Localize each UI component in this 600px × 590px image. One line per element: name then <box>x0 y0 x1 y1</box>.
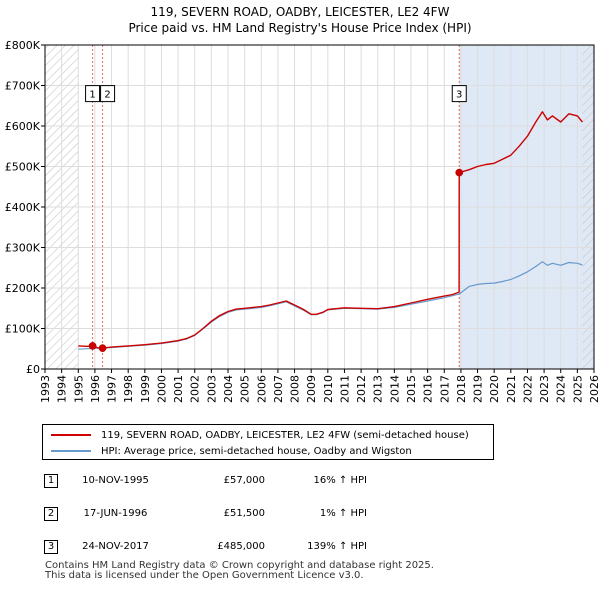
legend-label-hpi: HPI: Average price, semi-detached house,… <box>101 445 412 457</box>
chart-title: 119, SEVERN ROAD, OADBY, LEICESTER, LE2 … <box>0 4 600 36</box>
x-tick-label: 2026 <box>588 375 600 403</box>
sale-number-badge: 2 <box>44 507 58 521</box>
x-tick-label: 2014 <box>388 375 401 403</box>
sale-label-box <box>451 85 467 103</box>
x-tick-label: 2021 <box>505 375 518 403</box>
x-tick-label: 2003 <box>205 375 218 403</box>
chart-title-line1: 119, SEVERN ROAD, OADBY, LEICESTER, LE2 … <box>150 5 450 19</box>
x-tick-label: 1994 <box>56 375 69 403</box>
axes: £0 £100K £200K £300K £400K £500K £600K £700K £80… <box>5 39 600 403</box>
series-lines <box>78 111 583 350</box>
x-tick-label: 2025 <box>571 375 584 403</box>
x-tick-label: 2019 <box>472 375 485 403</box>
x-tick-label: 2010 <box>322 375 335 403</box>
x-tick-label: 2007 <box>272 375 285 403</box>
x-tick-label: 2000 <box>155 375 168 403</box>
table-row: 1 10-NOV-1995 £57,000 16% ↑ HPI <box>42 472 442 492</box>
x-tick-label: 1999 <box>139 375 152 403</box>
y-tick-label: £100K <box>5 323 41 336</box>
x-tick-label: 2024 <box>555 375 568 403</box>
x-tick-label: 2020 <box>488 375 501 403</box>
legend-item-property: 119, SEVERN ROAD, OADBY, LEICESTER, LE2 … <box>51 427 469 443</box>
footer-line1: Contains HM Land Registry data © Crown c… <box>45 560 434 571</box>
sale-hpi-diff: 16% ↑ HPI <box>313 475 367 486</box>
sale-label-box <box>85 85 101 103</box>
sale-point <box>455 168 464 177</box>
footer-attribution: Contains HM Land Registry data © Crown c… <box>45 561 434 581</box>
x-tick-label: 1995 <box>72 375 85 403</box>
sale-price: £51,500 <box>223 508 265 519</box>
sale-date: 17-JUN-1996 <box>83 508 148 519</box>
legend-label-property: 119, SEVERN ROAD, OADBY, LEICESTER, LE2 … <box>101 429 469 441</box>
chart-title-line2: Price paid vs. HM Land Registry's House … <box>128 21 472 35</box>
sale-point <box>98 344 107 352</box>
legend-item-hpi: HPI: Average price, semi-detached house,… <box>51 443 412 459</box>
y-tick-label: £0 <box>26 363 40 376</box>
sale-number-badge: 1 <box>44 474 58 488</box>
sale-hpi-diff: 1% ↑ HPI <box>319 508 367 519</box>
y-tick-label: £800K <box>5 39 41 52</box>
x-tick-label: 2008 <box>289 375 302 403</box>
sale-label-box <box>100 85 116 103</box>
y-tick-label: £400K <box>5 201 41 214</box>
legend: 119, SEVERN ROAD, OADBY, LEICESTER, LE2 … <box>42 424 494 460</box>
property-price-line <box>78 111 583 349</box>
x-tick-label: 1996 <box>89 375 102 403</box>
x-tick-label: 2011 <box>338 375 351 403</box>
x-tick-label: 2001 <box>172 375 185 403</box>
x-tick-label: 2022 <box>521 375 534 403</box>
y-tick-label: £700K <box>5 80 41 93</box>
x-tick-label: 2002 <box>189 375 202 403</box>
x-tick-label: 2005 <box>239 375 252 403</box>
sale-date: 24-NOV-2017 <box>82 541 149 552</box>
x-tick-label: 2015 <box>405 375 418 403</box>
x-tick-label: 2009 <box>305 375 318 403</box>
x-tick-label: 1993 <box>39 375 52 403</box>
sale-hpi-diff: 139% ↑ HPI <box>307 541 367 552</box>
y-tick-label: £200K <box>5 282 41 295</box>
x-tick-label: 1998 <box>122 375 135 403</box>
table-row: 2 17-JUN-1996 £51,500 1% ↑ HPI <box>42 505 442 525</box>
sale-label: 3 <box>456 90 462 101</box>
x-tick-label: 2013 <box>372 375 385 403</box>
x-tick-label: 1997 <box>106 375 119 403</box>
y-tick-label: £600K <box>5 120 41 133</box>
x-tick-label: 2017 <box>438 375 451 403</box>
sale-point <box>88 342 97 350</box>
sale-price: £485,000 <box>217 541 265 552</box>
y-tick-label: £500K <box>5 161 41 174</box>
sale-label: 2 <box>104 90 110 101</box>
sale-price: £57,000 <box>223 475 265 486</box>
x-tick-label: 2012 <box>355 375 368 403</box>
x-tick-label: 2018 <box>455 375 468 403</box>
legend-swatch-property <box>51 434 91 436</box>
x-tick-label: 2023 <box>538 375 551 403</box>
price-chart: £0 £100K £200K £300K £400K £500K £600K £700K £80… <box>5 39 600 403</box>
sale-date: 10-NOV-1995 <box>82 475 149 486</box>
footer-line2: This data is licensed under the Open Gov… <box>45 570 364 581</box>
legend-swatch-hpi <box>51 450 91 452</box>
y-tick-label: £300K <box>5 242 41 255</box>
table-row: 3 24-NOV-2017 £485,000 139% ↑ HPI <box>42 538 442 558</box>
x-tick-label: 2016 <box>422 375 435 403</box>
x-tick-label: 2004 <box>222 375 235 403</box>
sale-label: 1 <box>89 90 95 101</box>
sale-number-badge: 3 <box>44 540 58 554</box>
x-tick-label: 2006 <box>255 375 268 403</box>
